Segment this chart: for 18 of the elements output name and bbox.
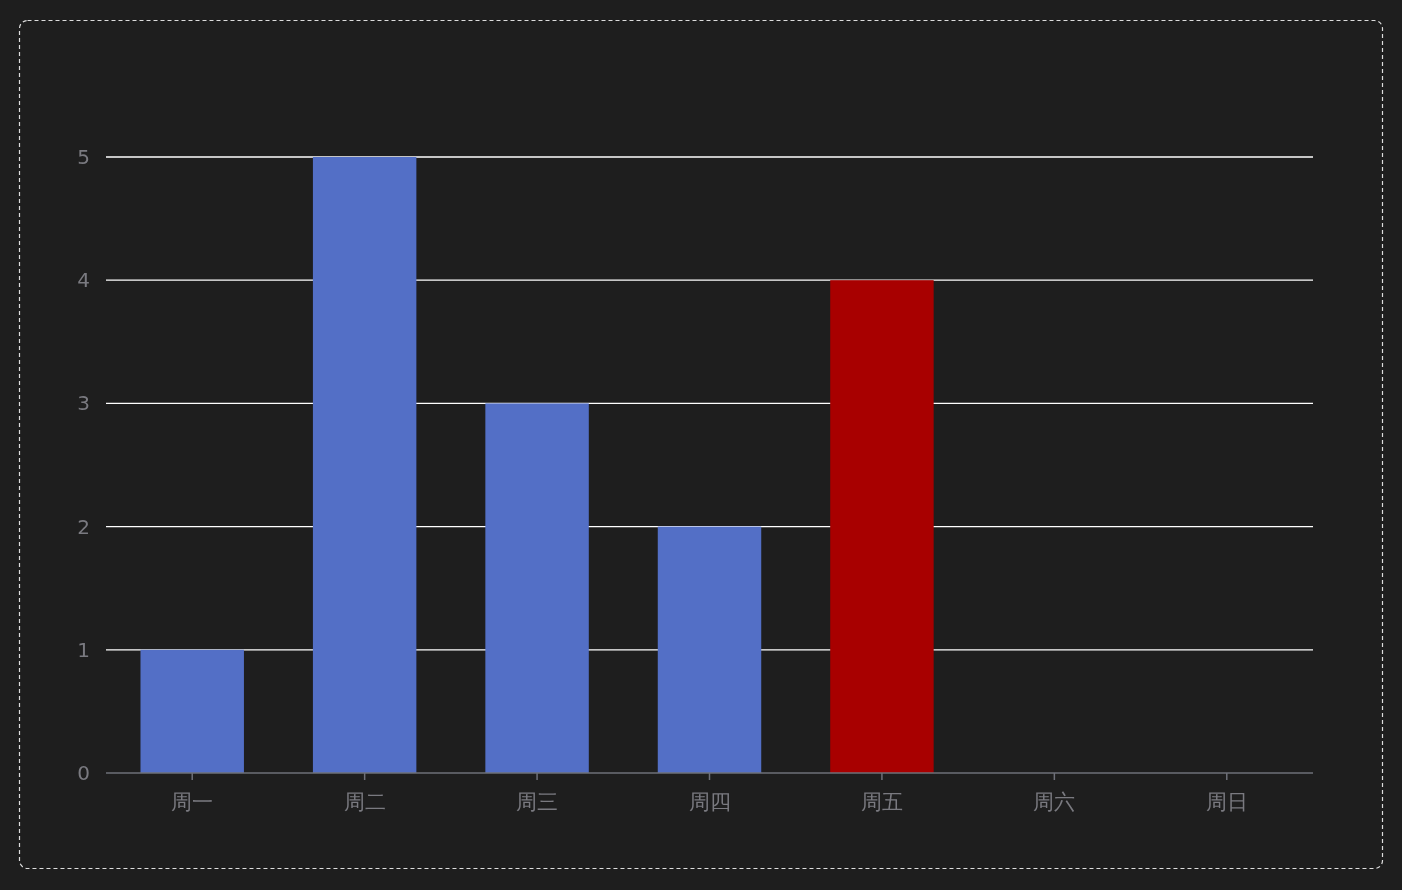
y-tick-label: 5 (77, 145, 90, 169)
y-tick-label: 1 (77, 637, 90, 662)
bar (312, 157, 417, 773)
x-tick-label: 周三 (516, 790, 559, 814)
y-tick-label: 4 (77, 268, 90, 293)
bar (657, 526, 762, 773)
bar (830, 280, 934, 773)
y-tick-label: 3 (77, 391, 90, 416)
x-tick-label: 周二 (343, 790, 386, 814)
y-tick-label: 0 (77, 761, 90, 785)
bar (485, 403, 589, 773)
y-tick-label: 2 (77, 514, 90, 539)
x-tick-label: 周一 (171, 790, 214, 814)
x-tick-label: 周六 (1033, 790, 1076, 814)
x-tick-label: 周日 (1205, 790, 1248, 814)
x-tick-label: 周四 (688, 790, 731, 814)
bar (140, 649, 244, 773)
x-tick-label: 周五 (860, 790, 903, 814)
